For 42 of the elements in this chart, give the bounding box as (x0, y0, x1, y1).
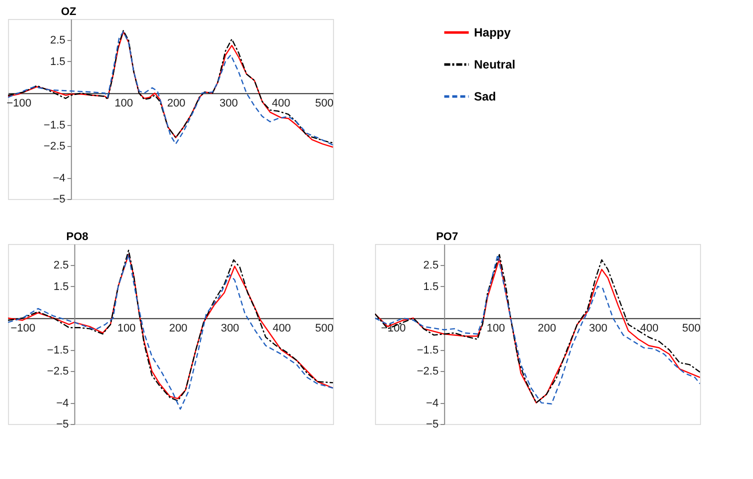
x-tick-label: 100 (117, 322, 136, 335)
x-tick-label: 400 (640, 322, 658, 335)
x-tick-label: 400 (272, 98, 290, 110)
y-tick-label: −4 (56, 397, 69, 410)
chart-title: PO7 (436, 231, 458, 243)
x-tick-label: 500 (315, 322, 334, 335)
x-tick-label: 200 (167, 98, 186, 110)
y-tick-label: 2.5 (50, 34, 66, 47)
y-tick-label: −2.5 (47, 366, 69, 378)
legend-label: Happy (474, 26, 511, 40)
y-tick-label: −5 (426, 418, 439, 430)
x-tick-label: −100 (10, 322, 36, 335)
y-tick-label: 2.5 (423, 260, 439, 272)
y-tick-label: −2.5 (416, 366, 439, 378)
x-tick-label: 300 (219, 98, 238, 110)
chart-title: PO8 (66, 231, 88, 243)
x-tick-label: 400 (272, 322, 291, 335)
y-tick-label: 2.5 (53, 260, 69, 272)
x-tick-label: 300 (220, 322, 240, 335)
y-tick-label: −5 (52, 194, 66, 206)
y-tick-label: −4 (426, 397, 439, 410)
x-tick-label: 500 (315, 98, 334, 110)
y-tick-label: 1.5 (50, 56, 66, 68)
x-tick-label: 100 (486, 322, 505, 335)
x-tick-label: 300 (588, 322, 608, 335)
legend-label: Sad (474, 90, 496, 104)
x-tick-label: −100 (6, 98, 32, 110)
y-tick-label: −2.5 (44, 140, 66, 153)
x-tick-label: 200 (169, 322, 188, 335)
legend-label: Neutral (474, 58, 516, 72)
y-tick-label: −1.5 (44, 119, 66, 132)
y-tick-label: 1.5 (53, 280, 69, 293)
y-tick-label: 1.5 (423, 280, 439, 293)
y-tick-label: −1.5 (47, 344, 69, 356)
y-tick-label: −5 (56, 418, 69, 430)
x-tick-label: 200 (538, 322, 556, 335)
y-tick-label: −1.5 (416, 344, 439, 356)
x-tick-label: 500 (682, 322, 700, 335)
x-tick-label: 100 (114, 98, 133, 110)
x-tick-label: −100 (381, 322, 406, 335)
y-tick-label: −4 (52, 172, 66, 184)
chart-title: OZ (61, 6, 77, 18)
